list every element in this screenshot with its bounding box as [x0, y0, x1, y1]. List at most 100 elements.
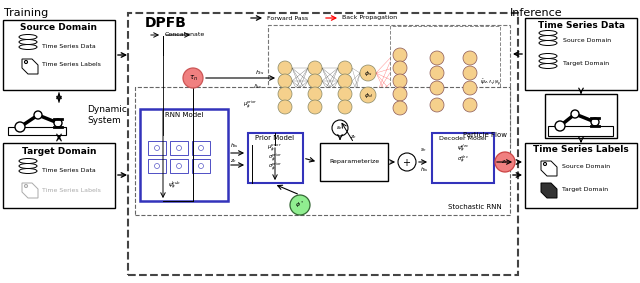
Bar: [248, 133, 303, 183]
Text: $\psi_\phi^{hub}$: $\psi_\phi^{hub}$: [168, 180, 182, 192]
Circle shape: [54, 119, 62, 127]
Circle shape: [555, 121, 565, 131]
Bar: [432, 133, 494, 183]
Circle shape: [308, 100, 322, 114]
Circle shape: [308, 87, 322, 101]
Circle shape: [463, 51, 477, 65]
Circle shape: [338, 74, 352, 88]
Bar: [192, 141, 210, 155]
Circle shape: [278, 74, 292, 88]
Ellipse shape: [19, 164, 37, 168]
Circle shape: [338, 87, 352, 101]
Text: $\sigma_\phi^{dec}$: $\sigma_\phi^{dec}$: [457, 154, 469, 166]
Text: Source Domain: Source Domain: [562, 164, 610, 170]
Text: Dynamic
System: Dynamic System: [87, 105, 127, 125]
Circle shape: [393, 61, 407, 75]
Ellipse shape: [19, 168, 37, 173]
Circle shape: [198, 164, 204, 168]
Bar: [525, 18, 637, 90]
Circle shape: [177, 164, 182, 168]
Bar: [135, 87, 510, 215]
Circle shape: [360, 87, 376, 103]
Text: Back Propagation: Back Propagation: [342, 16, 397, 20]
Ellipse shape: [19, 35, 37, 40]
Circle shape: [430, 81, 444, 95]
Text: Decoder Model: Decoder Model: [439, 136, 487, 140]
Text: Reparameterize: Reparameterize: [329, 160, 379, 164]
Text: RNN Model: RNN Model: [165, 112, 203, 118]
Polygon shape: [22, 183, 38, 198]
Text: Time Series Labels: Time Series Labels: [42, 188, 101, 192]
Bar: [545, 94, 617, 138]
Bar: [390, 26, 500, 121]
Bar: [320, 143, 388, 181]
Text: Concatenate: Concatenate: [165, 33, 205, 38]
Text: $\phi_d$: $\phi_d$: [364, 91, 372, 100]
Circle shape: [463, 66, 477, 80]
Bar: [3, 143, 115, 208]
Bar: [525, 143, 637, 208]
Text: $h_{ts}$: $h_{ts}$: [230, 142, 239, 151]
Text: Time Series Data: Time Series Data: [538, 20, 625, 29]
Polygon shape: [541, 183, 557, 198]
Text: $z_n$: $z_n$: [501, 158, 509, 166]
Text: $s_n$: $s_n$: [420, 146, 427, 154]
Text: Target Domain: Target Domain: [562, 186, 608, 192]
Circle shape: [360, 65, 376, 81]
Circle shape: [393, 101, 407, 115]
Text: $\mu_\phi^{prior}$: $\mu_\phi^{prior}$: [268, 142, 282, 154]
Circle shape: [278, 87, 292, 101]
Text: Time Series Data: Time Series Data: [42, 44, 96, 48]
Ellipse shape: [539, 31, 557, 35]
Circle shape: [463, 98, 477, 112]
Circle shape: [154, 164, 159, 168]
Ellipse shape: [539, 40, 557, 46]
Text: $\sigma_\phi^{prior}$: $\sigma_\phi^{prior}$: [268, 152, 282, 164]
Text: $\sigma_\phi^{prior}$: $\sigma_\phi^{prior}$: [268, 161, 282, 173]
Text: $h_{ts}$: $h_{ts}$: [255, 68, 265, 78]
Ellipse shape: [539, 63, 557, 68]
Text: $\mu_\phi^{prior}$: $\mu_\phi^{prior}$: [243, 99, 257, 111]
Bar: [148, 141, 166, 155]
Text: Target Domain: Target Domain: [22, 147, 96, 155]
Circle shape: [15, 122, 25, 132]
Circle shape: [430, 51, 444, 65]
Circle shape: [154, 145, 159, 151]
Text: DPFB: DPFB: [145, 16, 187, 30]
Bar: [148, 159, 166, 173]
Text: Source Domain: Source Domain: [563, 38, 611, 44]
Bar: [3, 20, 115, 90]
Ellipse shape: [539, 35, 557, 40]
Text: $\phi^*$: $\phi^*$: [295, 200, 305, 210]
Text: $z_n$: $z_n$: [230, 157, 237, 165]
Bar: [548, 126, 613, 136]
Circle shape: [24, 61, 28, 63]
Circle shape: [34, 111, 42, 119]
Text: Forward Pass: Forward Pass: [267, 16, 308, 20]
Ellipse shape: [19, 44, 37, 50]
Text: $\tau_n$: $\tau_n$: [189, 73, 198, 83]
Text: Particle Flow: Particle Flow: [463, 132, 507, 138]
Circle shape: [430, 98, 444, 112]
Circle shape: [183, 68, 203, 88]
Text: $\epsilon_n$: $\epsilon_n$: [337, 124, 344, 132]
Text: Time Series Labels: Time Series Labels: [533, 145, 629, 155]
Polygon shape: [22, 59, 38, 74]
Circle shape: [393, 87, 407, 101]
Circle shape: [308, 61, 322, 75]
Circle shape: [308, 74, 322, 88]
Bar: [128, 13, 518, 275]
Circle shape: [495, 152, 515, 172]
Text: Inference: Inference: [510, 8, 563, 18]
Circle shape: [430, 66, 444, 80]
Circle shape: [393, 74, 407, 88]
Text: $\psi_\phi^{dec}$: $\psi_\phi^{dec}$: [456, 143, 469, 155]
Circle shape: [591, 118, 599, 126]
Circle shape: [463, 81, 477, 95]
Text: $+$: $+$: [403, 156, 412, 168]
Circle shape: [543, 162, 547, 166]
Circle shape: [398, 153, 416, 171]
Circle shape: [24, 185, 28, 188]
Ellipse shape: [539, 53, 557, 59]
Text: Source Domain: Source Domain: [20, 23, 97, 33]
